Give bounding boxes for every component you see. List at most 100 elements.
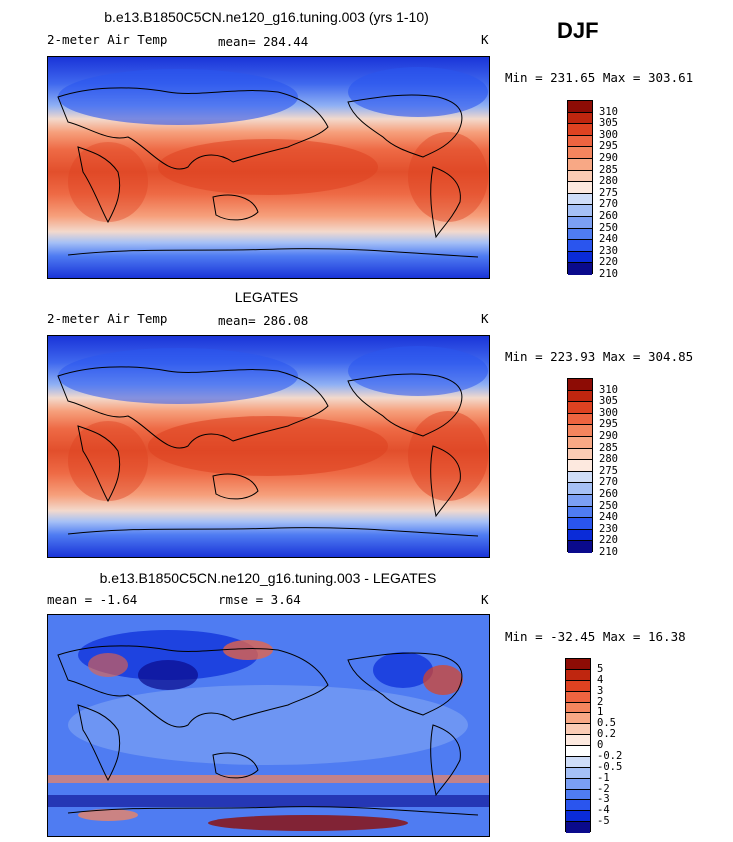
colorbar-cell — [568, 413, 592, 426]
panel-1-map-svg — [48, 57, 489, 278]
colorbar-tick-label: 240 — [599, 511, 618, 524]
colorbar-tick-label: -5 — [597, 815, 610, 828]
colorbar-cell — [566, 680, 590, 692]
colorbar-tick-label: 270 — [599, 198, 618, 211]
colorbar-tick-label: 1 — [597, 706, 604, 719]
colorbar-cell — [566, 822, 590, 833]
colorbar-tick-label: 270 — [599, 476, 618, 489]
colorbar-tick-label: -0.5 — [597, 760, 623, 773]
colorbar-tick-label: 280 — [599, 175, 618, 188]
colorbar-tick-label: 310 — [599, 383, 618, 396]
colorbar-tick-label: 290 — [599, 152, 618, 164]
colorbar-cell — [568, 506, 592, 519]
colorbar-cell — [568, 436, 592, 449]
colorbar-tick-label: 250 — [599, 499, 618, 512]
colorbar-cell — [568, 101, 592, 113]
colorbar-tick-label: 240 — [599, 233, 618, 246]
colorbar-tick-label: -3 — [597, 793, 610, 806]
colorbar-tick-label: 300 — [599, 128, 618, 141]
colorbar-tick-label: 305 — [599, 395, 618, 408]
season-label: DJF — [557, 18, 599, 43]
colorbar-cell — [566, 669, 590, 681]
colorbar-cell — [568, 494, 592, 507]
colorbar-cell — [566, 746, 590, 757]
colorbar-cell — [568, 182, 592, 194]
colorbar-cell — [568, 112, 592, 125]
colorbar-tick-label: -1 — [597, 771, 610, 784]
panel-3-colorbar — [565, 658, 591, 833]
panel-1-mean-label: mean= 284.44 — [218, 34, 309, 49]
colorbar-tick-label: 295 — [599, 418, 618, 431]
colorbar-cell — [566, 713, 590, 725]
panel-2-minmax: Min = 223.93 Max = 304.85 — [505, 349, 694, 364]
panel-3-units-label: K — [481, 592, 489, 607]
colorbar-tick-label: 285 — [599, 163, 618, 176]
colorbar-tick-label: 310 — [599, 105, 618, 118]
colorbar-tick-label: 275 — [599, 186, 618, 199]
colorbar-cell — [568, 158, 592, 171]
colorbar-cell — [566, 702, 590, 714]
panel-3-title: b.e13.B1850C5CN.ne120_g16.tuning.003 - L… — [99, 570, 437, 586]
panel-2-map-svg — [48, 336, 489, 557]
panel-1-map — [47, 56, 490, 279]
colorbar-tick-label: 0.5 — [597, 717, 616, 730]
panel-3-rmse-label: rmse = 3.64 — [218, 592, 301, 607]
colorbar-cell — [566, 756, 590, 768]
panel-3-map-svg — [48, 615, 489, 836]
colorbar-cell — [566, 811, 590, 823]
colorbar-cell — [566, 778, 590, 790]
colorbar-tick-label: 300 — [599, 406, 618, 419]
colorbar-cell — [566, 800, 590, 812]
colorbar-cell — [568, 471, 592, 484]
colorbar-tick-label: 5 — [597, 662, 604, 675]
panel-3-mean-label: mean = -1.64 — [47, 592, 138, 607]
panel-1-minmax: Min = 231.65 Max = 303.61 — [505, 70, 694, 85]
colorbar-cell — [568, 448, 592, 461]
panel-2-map — [47, 335, 490, 558]
colorbar-cell — [566, 691, 590, 703]
colorbar-tick-label: 290 — [599, 430, 618, 442]
colorbar-cell — [566, 789, 590, 801]
panel-2-colorbar — [567, 378, 593, 553]
colorbar-tick-label: 250 — [599, 221, 618, 234]
colorbar-tick-label: 4 — [597, 673, 604, 686]
colorbar-tick-label: 305 — [599, 117, 618, 130]
colorbar-cell — [566, 767, 590, 779]
colorbar-cell — [568, 240, 592, 252]
panel-1-colorbar — [567, 100, 593, 275]
colorbar-tick-label: 0 — [597, 739, 604, 751]
panel-2-variable-label: 2-meter Air Temp — [47, 311, 168, 326]
colorbar-cell — [566, 659, 590, 670]
colorbar-tick-label: 280 — [599, 453, 618, 466]
colorbar-tick-label: 220 — [599, 534, 618, 547]
colorbar-tick-label: 0.2 — [597, 728, 616, 741]
panel-1-title: b.e13.B1850C5CN.ne120_g16.tuning.003 (yr… — [104, 9, 429, 25]
panel-3-map — [47, 614, 490, 837]
colorbar-tick-label: 295 — [599, 140, 618, 153]
colorbar-tick-label: 2 — [597, 695, 604, 708]
colorbar-cell — [568, 251, 592, 264]
panel-1-variable-label: 2-meter Air Temp — [47, 32, 168, 47]
colorbar-cell — [566, 735, 590, 746]
colorbar-cell — [568, 402, 592, 414]
colorbar-cell — [568, 460, 592, 472]
colorbar-tick-label: 3 — [597, 684, 604, 697]
panel-3-minmax: Min = -32.45 Max = 16.38 — [505, 629, 686, 644]
colorbar-cell — [568, 193, 592, 206]
colorbar-cell — [566, 724, 590, 736]
colorbar-cell — [568, 483, 592, 495]
colorbar-cell — [568, 170, 592, 183]
colorbar-cell — [568, 124, 592, 136]
colorbar-tick-label: -4 — [597, 804, 610, 817]
colorbar-cell — [568, 425, 592, 437]
colorbar-tick-label: 260 — [599, 210, 618, 222]
colorbar-cell — [568, 263, 592, 275]
colorbar-cell — [568, 379, 592, 391]
colorbar-cell — [568, 541, 592, 553]
colorbar-tick-label: -2 — [597, 782, 610, 795]
colorbar-cell — [568, 518, 592, 530]
colorbar-cell — [568, 529, 592, 542]
panel-2-title: LEGATES — [234, 289, 299, 305]
colorbar-cell — [568, 390, 592, 403]
colorbar-cell — [568, 147, 592, 159]
